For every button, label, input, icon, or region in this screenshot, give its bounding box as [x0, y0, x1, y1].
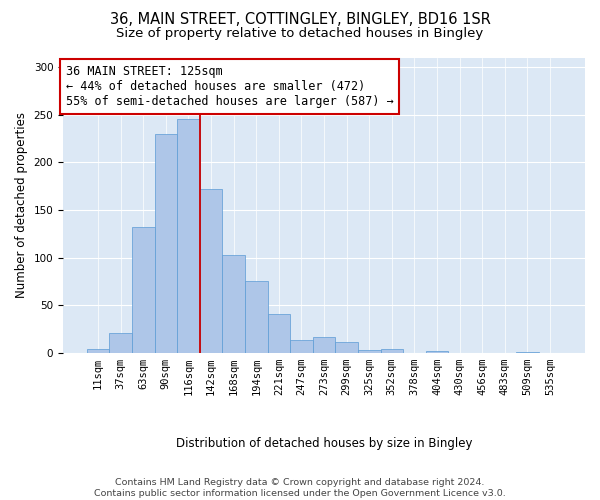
Bar [268, 314, 290, 353]
Bar [223, 255, 245, 353]
Bar [380, 349, 403, 353]
X-axis label: Distribution of detached houses by size in Bingley: Distribution of detached houses by size … [176, 437, 472, 450]
Bar [290, 340, 313, 353]
Bar [516, 352, 539, 353]
Text: 36 MAIN STREET: 125sqm
← 44% of detached houses are smaller (472)
55% of semi-de: 36 MAIN STREET: 125sqm ← 44% of detached… [65, 65, 394, 108]
Text: Contains HM Land Registry data © Crown copyright and database right 2024.
Contai: Contains HM Land Registry data © Crown c… [94, 478, 506, 498]
Bar [177, 118, 200, 353]
Bar [155, 134, 177, 353]
Bar [313, 337, 335, 353]
Bar [335, 342, 358, 353]
Text: 36, MAIN STREET, COTTINGLEY, BINGLEY, BD16 1SR: 36, MAIN STREET, COTTINGLEY, BINGLEY, BD… [110, 12, 490, 28]
Bar [87, 349, 109, 353]
Bar [358, 350, 380, 353]
Bar [425, 351, 448, 353]
Bar [109, 333, 132, 353]
Text: Size of property relative to detached houses in Bingley: Size of property relative to detached ho… [116, 28, 484, 40]
Bar [132, 227, 155, 353]
Bar [200, 189, 223, 353]
Bar [245, 280, 268, 353]
Y-axis label: Number of detached properties: Number of detached properties [15, 112, 28, 298]
